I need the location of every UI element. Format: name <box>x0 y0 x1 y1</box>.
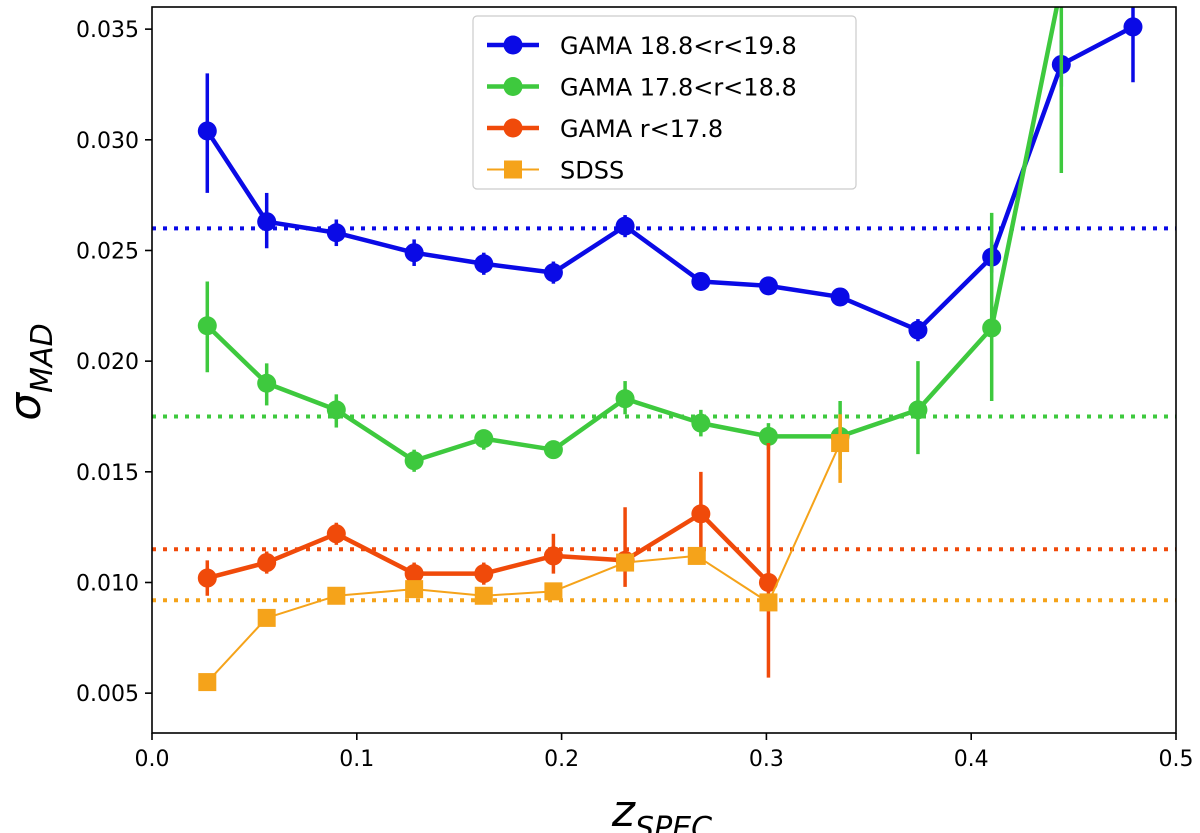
data-point <box>691 271 711 291</box>
legend-entry: GAMA r<17.8 <box>487 115 723 143</box>
plot-frame <box>151 6 1177 734</box>
data-point <box>543 546 563 566</box>
legend-box <box>472 15 857 190</box>
data-point <box>831 434 850 453</box>
legend-label: GAMA 18.8<r<19.8 <box>560 32 797 60</box>
legend-entry: GAMA 17.8<r<18.8 <box>487 74 797 102</box>
data-point <box>198 673 217 692</box>
y-tick-label: 0.020 <box>76 350 139 375</box>
data-point <box>257 608 276 627</box>
y-axis-label: σMAD <box>0 323 60 420</box>
legend-entry: GAMA 18.8<r<19.8 <box>487 32 797 60</box>
data-point <box>908 320 928 340</box>
y-tick-label: 0.005 <box>76 682 139 707</box>
data-point <box>326 524 346 544</box>
data-point <box>543 263 563 283</box>
legend-entry: SDSS <box>487 157 624 185</box>
x-axis-label: zSPEC <box>611 786 712 833</box>
data-point <box>257 373 277 393</box>
y-tick-label: 0.015 <box>76 461 139 486</box>
data-point <box>544 582 563 601</box>
legend-marker <box>503 35 523 55</box>
legend-marker <box>503 77 523 96</box>
data-point <box>474 254 494 274</box>
y-tick-label: 0.025 <box>76 239 139 264</box>
data-point <box>982 318 1002 338</box>
legend-marker <box>503 118 523 138</box>
legend-label: GAMA 17.8<r<18.8 <box>560 74 797 102</box>
data-point <box>616 553 635 572</box>
svg-text:σMAD: σMAD <box>0 323 60 420</box>
y-axis: 0.005 0.010 0.015 0.020 0.025 0.030 0.035 <box>76 18 152 707</box>
data-point <box>404 564 424 584</box>
data-point <box>257 212 277 232</box>
x-tick-label: 0.3 <box>749 747 784 772</box>
data-point <box>758 426 778 446</box>
data-point <box>404 451 424 471</box>
legend: GAMA 18.8<r<19.8 GAMA 17.8<r<18.8 GAMA r<1… <box>472 15 857 190</box>
legend-label: GAMA r<17.8 <box>560 115 723 143</box>
data-point <box>687 546 706 565</box>
data-point <box>474 564 494 584</box>
data-point <box>197 316 217 336</box>
x-tick-label: 0.0 <box>135 747 170 772</box>
y-tick-label: 0.010 <box>76 571 139 596</box>
data-point <box>197 568 217 588</box>
x-axis: 0.0 0.1 0.2 0.3 0.4 0.5 <box>135 733 1194 772</box>
series-sdss <box>198 414 850 692</box>
data-point <box>257 553 277 573</box>
series-line <box>206 442 842 683</box>
y-tick-label: 0.035 <box>76 18 139 43</box>
data-point <box>327 586 346 605</box>
data-point <box>758 572 778 592</box>
data-point <box>691 413 711 433</box>
data-point <box>197 121 217 141</box>
series-gama-17-8-r-18-8 <box>197 7 1064 472</box>
data-point <box>474 429 494 449</box>
legend-label: SDSS <box>560 157 624 185</box>
data-point <box>691 504 711 524</box>
data-point <box>1123 17 1143 37</box>
data-point <box>405 580 424 599</box>
data-point <box>759 593 778 612</box>
data-point <box>615 216 635 236</box>
data-series <box>197 7 1143 692</box>
data-point <box>830 287 850 307</box>
data-point <box>326 400 346 420</box>
data-point <box>908 400 928 420</box>
series-gama-r-17-8 <box>197 443 778 678</box>
x-tick-label: 0.5 <box>1159 747 1194 772</box>
data-point <box>543 440 563 460</box>
x-tick-label: 0.2 <box>544 747 579 772</box>
legend-marker <box>504 160 522 179</box>
data-point <box>474 586 493 605</box>
y-tick-label: 0.030 <box>76 129 139 154</box>
data-point <box>758 276 778 296</box>
data-point <box>326 223 346 243</box>
series-line <box>205 24 1135 333</box>
data-point <box>615 389 635 409</box>
x-tick-label: 0.4 <box>954 747 989 772</box>
x-tick-label: 0.1 <box>339 747 374 772</box>
data-point <box>404 243 424 263</box>
